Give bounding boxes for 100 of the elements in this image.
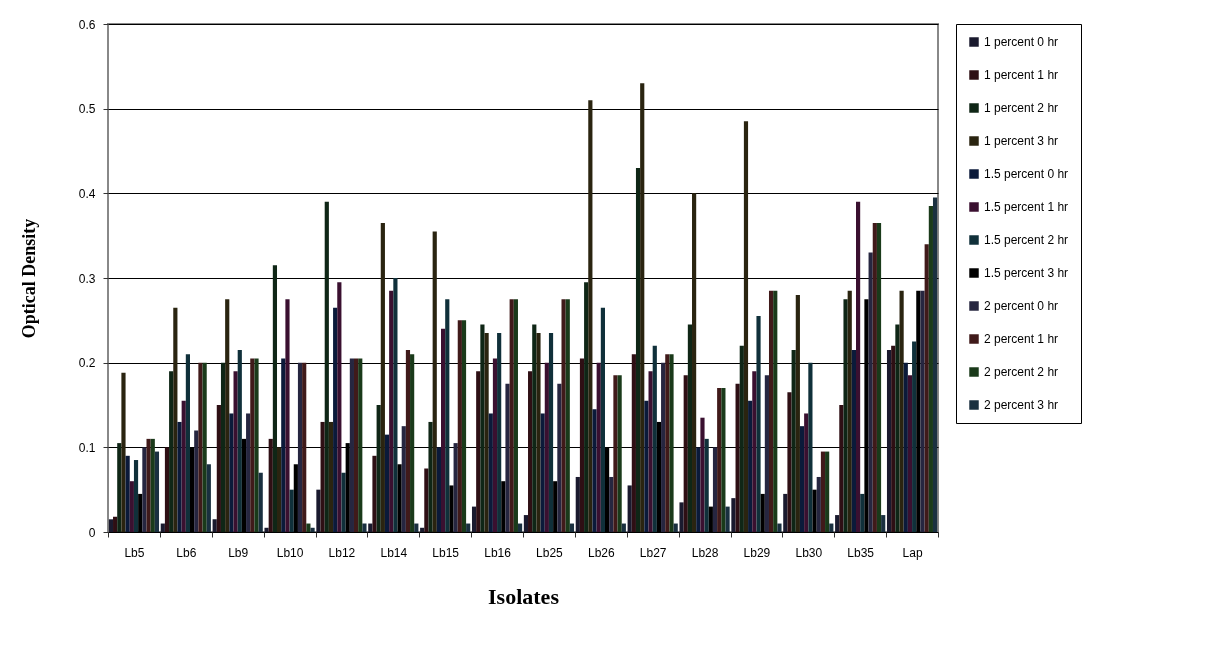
bar (341, 472, 346, 532)
bar (328, 421, 334, 532)
bar (333, 307, 338, 532)
bar (237, 349, 242, 532)
x-tick-label: Lb5 (124, 545, 145, 560)
x-tick-label: Lb35 (847, 545, 875, 560)
bar (368, 523, 373, 532)
y-axis-title: Optical Density (18, 218, 39, 339)
bar (476, 371, 481, 532)
legend-label: 1 percent 0 hr (984, 35, 1059, 49)
bar (523, 515, 529, 532)
bar (414, 523, 419, 532)
x-tick-label: Lb30 (795, 545, 823, 560)
bar (436, 447, 441, 532)
bar (835, 515, 840, 532)
bar (164, 447, 170, 532)
bar (268, 438, 273, 532)
legend-label: 2 percent 0 hr (984, 299, 1059, 313)
bar (687, 324, 693, 532)
y-tick-label: 0.3 (78, 271, 96, 286)
bar (532, 324, 537, 532)
x-tick-label: Lb27 (639, 545, 667, 560)
x-tick-label: Lb9 (228, 545, 249, 560)
bar (445, 299, 450, 532)
bar (777, 523, 782, 532)
legend-label: 1.5 percent 3 hr (984, 266, 1069, 280)
bar (484, 333, 489, 532)
bar (233, 371, 238, 532)
bar (264, 527, 269, 532)
bar (297, 362, 303, 532)
bar (712, 447, 718, 532)
bar (117, 443, 122, 532)
bar (886, 349, 892, 532)
bar (928, 206, 933, 532)
bar (194, 430, 199, 532)
legend-label: 1 percent 2 hr (984, 101, 1059, 115)
bar (739, 345, 744, 532)
bar (108, 519, 114, 532)
bar (561, 299, 566, 532)
bar (432, 231, 437, 532)
bar (704, 438, 709, 532)
bar (389, 290, 394, 532)
bar (461, 320, 467, 532)
bar (795, 294, 800, 532)
bar (717, 388, 722, 532)
legend-label: 2 percent 3 hr (984, 398, 1059, 412)
bar (631, 354, 636, 532)
bar (480, 324, 485, 532)
bar (517, 523, 523, 532)
bar (696, 447, 701, 532)
bar (569, 523, 575, 532)
bar (316, 489, 321, 532)
bar (557, 383, 562, 532)
bar (225, 299, 230, 532)
bar (181, 400, 186, 532)
bar (839, 405, 844, 532)
y-tick-label: 0.2 (78, 356, 96, 371)
legend-label: 2 percent 1 hr (984, 332, 1059, 346)
bar (428, 421, 433, 532)
bar (635, 167, 641, 532)
bar (372, 455, 377, 532)
bar (320, 421, 325, 532)
bar (679, 502, 684, 532)
bar (804, 413, 809, 532)
bar (735, 383, 740, 532)
bar (113, 516, 118, 532)
bar (829, 523, 834, 532)
bar (756, 316, 761, 532)
bar (575, 476, 580, 532)
x-axis-title: Isolates (488, 583, 560, 609)
legend-label: 1.5 percent 0 hr (984, 167, 1069, 181)
bar (441, 328, 446, 532)
bar (121, 372, 126, 532)
bar (513, 299, 518, 532)
bar (820, 451, 826, 532)
bar (692, 193, 697, 532)
bar (173, 307, 178, 532)
bar (410, 354, 415, 532)
bar (613, 375, 618, 532)
bar (876, 222, 882, 532)
x-tick-label: Lb29 (743, 545, 771, 560)
bar (285, 299, 290, 532)
bar (799, 426, 805, 532)
bar (457, 320, 462, 532)
x-tick-label: Lb25 (536, 545, 564, 560)
bar (324, 201, 329, 532)
bar (752, 371, 757, 532)
bar (306, 523, 311, 532)
bar (380, 222, 385, 532)
bar (540, 413, 545, 532)
x-tick-label: Lb15 (432, 545, 460, 560)
bar (216, 405, 221, 532)
bar (405, 349, 411, 532)
bar (133, 460, 139, 532)
y-tick-label: 0.6 (78, 17, 96, 32)
bar (791, 349, 796, 532)
bar (783, 493, 788, 532)
bar (600, 307, 605, 532)
bar (358, 358, 363, 532)
bar (497, 333, 502, 532)
